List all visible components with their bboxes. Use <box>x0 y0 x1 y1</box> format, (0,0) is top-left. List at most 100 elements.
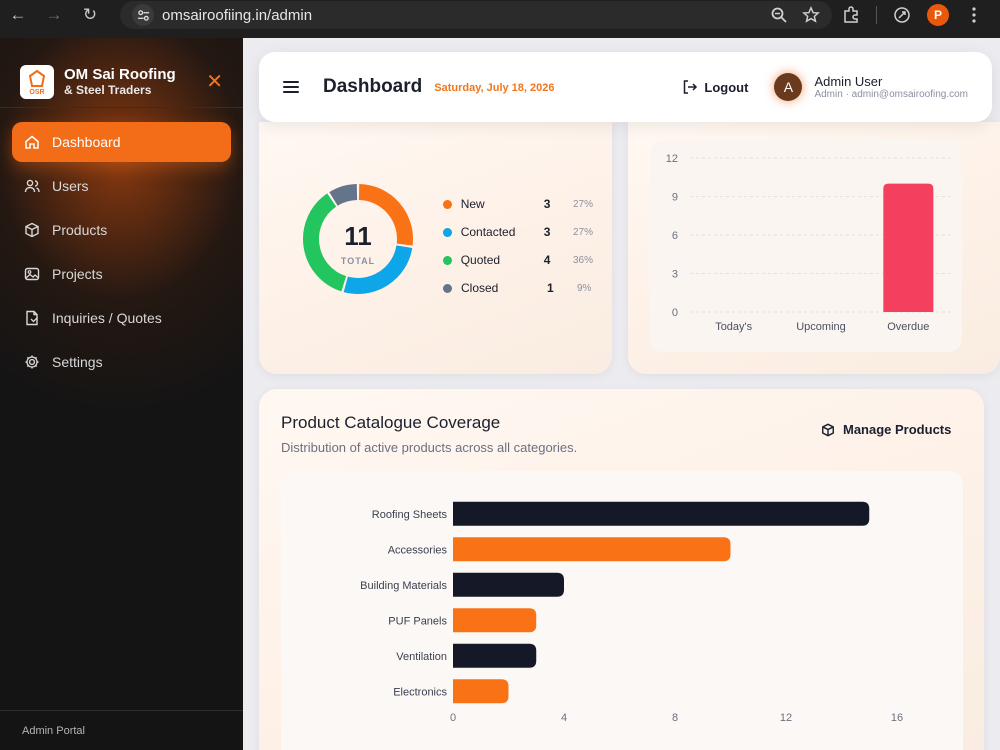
box-icon <box>822 423 834 436</box>
box-icon <box>25 222 39 238</box>
y-tick-label: 9 <box>672 192 678 204</box>
bar-electronics <box>453 679 509 704</box>
sidebar-item-dashboard[interactable]: Dashboard <box>12 122 231 162</box>
brand: OSR OM Sai Roofing & Steel Traders ✕ <box>0 38 243 108</box>
sidebar-item-users[interactable]: Users <box>12 166 231 206</box>
menu-dots-icon[interactable] <box>963 4 985 26</box>
logout-icon <box>684 80 698 94</box>
category-label: Ventilation <box>396 651 447 663</box>
image-icon <box>24 267 40 281</box>
x-tick-label: Overdue <box>887 321 929 333</box>
sidebar-item-settings[interactable]: Settings <box>12 342 231 382</box>
x-tick-label: Upcoming <box>796 321 846 333</box>
legend-item: Contacted 3 27% <box>443 222 593 242</box>
zoom-icon[interactable] <box>770 6 788 24</box>
inquiry-donut-chart: 11 TOTAL <box>303 184 413 294</box>
user-role: Admin · admin@omsairoofing.com <box>814 89 968 100</box>
catalogue-subtitle: Distribution of active products across a… <box>281 440 578 455</box>
bar-roofing-sheets <box>453 501 870 526</box>
legend-dot <box>443 199 452 209</box>
sidebar-item-inquiries[interactable]: Inquiries / Quotes <box>12 298 231 338</box>
bookmark-star-icon[interactable] <box>802 6 820 24</box>
sidebar-item-label: Projects <box>52 266 103 282</box>
address-bar[interactable]: omsairoofiing.in/admin <box>120 1 832 29</box>
profile-avatar[interactable]: P <box>927 4 949 26</box>
catalogue-card: Product Catalogue Coverage Distribution … <box>259 389 984 750</box>
y-tick-label: 0 <box>672 307 678 319</box>
followup-bar-chart: 0 3 6 9 12 Today's Upcoming Overdue <box>666 153 952 333</box>
sidebar-item-label: Inquiries / Quotes <box>52 310 162 326</box>
catalogue-chart-panel: Roofing Sheets Accessories Building Materi… <box>281 471 963 750</box>
user-name: Admin User <box>814 74 883 89</box>
sidebar-item-label: Settings <box>52 354 103 370</box>
y-tick-label: 6 <box>672 230 678 242</box>
bar-overdue <box>883 183 934 312</box>
reload-icon[interactable]: ↻ <box>82 5 98 24</box>
page-date: Saturday, July 18, 2026 <box>434 82 555 94</box>
x-tick-label: 4 <box>561 712 567 724</box>
avatar: A <box>774 73 803 101</box>
site-settings-icon[interactable] <box>132 4 154 26</box>
sidebar-item-projects[interactable]: Projects <box>12 254 231 294</box>
legend-dot <box>443 283 452 293</box>
back-icon[interactable]: ← <box>9 5 27 24</box>
x-tick-label: 12 <box>780 712 792 724</box>
extensions-icon[interactable] <box>840 4 862 26</box>
legend-item: Quoted 4 36% <box>443 250 593 270</box>
sidebar-footer: Admin Portal <box>0 710 243 750</box>
category-label: Roofing Sheets <box>372 509 448 521</box>
category-label: PUF Panels <box>388 615 447 627</box>
brand-subtitle: & Steel Traders <box>64 83 152 97</box>
home-icon <box>25 135 39 149</box>
category-label: Electronics <box>393 686 447 698</box>
category-label: Building Materials <box>360 580 447 592</box>
catalogue-title: Product Catalogue Coverage <box>281 413 501 432</box>
y-tick-label: 12 <box>666 153 678 165</box>
user-profile[interactable]: A Admin User Admin · admin@omsairoofing.… <box>774 73 968 101</box>
gear-icon <box>25 355 39 369</box>
brand-name: OM Sai Roofing <box>64 66 176 83</box>
manage-products-button[interactable]: Manage Products <box>821 422 951 437</box>
url-text[interactable]: omsairoofiing.in/admin <box>162 6 313 24</box>
document-icon <box>26 310 38 326</box>
browser-toolbar: ← → ↻ omsairoofiing.in/admin P <box>0 0 1000 30</box>
x-tick-label: 0 <box>450 712 456 724</box>
sidebar-item-label: Users <box>52 178 89 194</box>
bar-accessories <box>453 537 731 562</box>
sidebar-item-label: Dashboard <box>52 134 121 150</box>
main-content: 11 TOTAL New 3 27% Contacted 3 27% Quote… <box>243 38 1000 750</box>
x-tick-label: 8 <box>672 712 678 724</box>
category-label: Accessories <box>388 544 448 556</box>
followup-card: 0 3 6 9 12 Today's Upcoming Overdue <box>628 122 1000 374</box>
donut-slice-closed <box>329 184 358 206</box>
x-tick-label: 16 <box>891 712 903 724</box>
users-icon <box>24 179 40 193</box>
legend-item: Closed 1 9% <box>443 278 593 298</box>
bar-ventilation <box>453 643 537 668</box>
donut-slice-contacted <box>343 245 413 294</box>
performance-icon[interactable] <box>891 4 913 26</box>
legend-dot <box>443 255 452 265</box>
hamburger-menu-icon[interactable] <box>283 80 301 94</box>
donut-total-label: TOTAL <box>341 256 375 266</box>
bar-puf-panels <box>453 608 537 633</box>
forward-icon[interactable]: → <box>45 5 63 24</box>
topbar: Dashboard Saturday, July 18, 2026 Logout… <box>259 52 992 122</box>
legend-item: New 3 27% <box>443 194 593 214</box>
logout-button[interactable]: Logout <box>682 79 748 95</box>
sidebar-item-products[interactable]: Products <box>12 210 231 250</box>
inquiry-status-card: 11 TOTAL New 3 27% Contacted 3 27% Quote… <box>259 122 612 374</box>
svg-text:OSR: OSR <box>29 89 44 96</box>
legend-dot <box>443 227 452 237</box>
logout-label: Logout <box>704 79 749 95</box>
sidebar-item-label: Products <box>52 222 108 238</box>
sidebar-menu: Dashboard Users Products Projects Inquir… <box>0 108 243 400</box>
x-tick-label: Today's <box>715 321 752 333</box>
sidebar: OSR OM Sai Roofing & Steel Traders ✕ Das… <box>0 38 243 750</box>
page-title: Dashboard <box>323 76 423 97</box>
donut-slice-quoted <box>303 193 347 292</box>
brand-logo: OSR <box>20 64 54 99</box>
donut-total: 11 <box>344 221 372 251</box>
donut-slice-new <box>358 184 413 246</box>
close-icon[interactable]: ✕ <box>206 71 223 93</box>
